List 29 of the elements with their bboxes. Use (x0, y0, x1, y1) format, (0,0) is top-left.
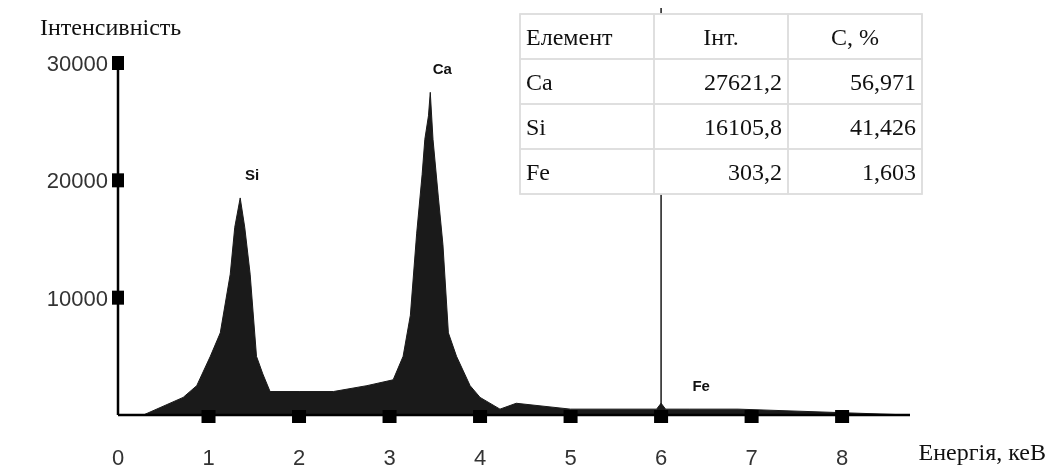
annotation: Si (245, 165, 260, 183)
x-tick-label: 3 (383, 445, 396, 470)
annotation: 16105,8 (704, 114, 782, 140)
annotation: 56,971 (850, 69, 916, 95)
x-tick-label: 4 (473, 445, 487, 470)
category-label: Елемент (526, 24, 613, 50)
annotation: Si (526, 114, 547, 140)
annotation: 27621,2 (704, 69, 782, 95)
annotation: 303,2 (728, 159, 782, 185)
x-tick-label: 8 (835, 445, 849, 470)
x-tick-label: 6 (654, 445, 668, 470)
x-tick-label: 1 (202, 445, 215, 470)
annotation: Fe (692, 377, 710, 395)
category-label: Інт. (703, 24, 739, 50)
annotation: 41,426 (850, 114, 916, 140)
x-tick-label: 5 (564, 445, 577, 470)
x-tick-label: 0 (111, 445, 125, 470)
category-label: C, % (831, 24, 880, 50)
annotation: Ca (432, 60, 453, 78)
y-tick-label: 10000 (46, 285, 108, 311)
y-axis-title: Інтенсивність (40, 14, 182, 40)
x-tick-label: 2 (292, 445, 306, 470)
y-tick-label: 30000 (46, 51, 108, 76)
x-tick-label: 7 (745, 445, 758, 470)
annotation: 1,603 (862, 159, 916, 185)
y-tick-label: 20000 (46, 168, 108, 194)
annotation: Ca (526, 69, 554, 95)
x-axis-title: Енергія, кеВ (918, 439, 1046, 465)
annotation: Fe (526, 159, 550, 185)
